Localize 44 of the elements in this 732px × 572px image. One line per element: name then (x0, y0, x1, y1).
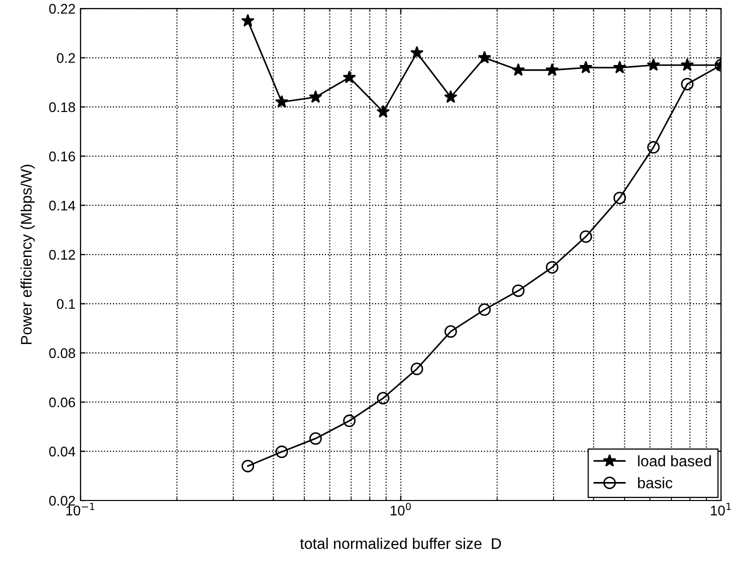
point (478, 303, 491, 316)
point (478, 50, 492, 64)
x-tick-label: 10$^{0}$ (390, 502, 411, 516)
point (376, 392, 390, 404)
legend-label: load based (638, 455, 711, 466)
y-tick-label: 0.2 (56, 53, 75, 63)
point (579, 60, 592, 74)
point (275, 95, 288, 108)
x-axis-title: total normalized buffer size D (300, 538, 501, 549)
point (546, 261, 558, 274)
point (681, 78, 694, 90)
x-tick-label: 10$^{1}$ (710, 502, 731, 516)
point (276, 446, 288, 458)
y-tick-label: 0.18 (49, 102, 76, 112)
point (410, 46, 424, 59)
y-axis-title: Power efficiency (Mbps/W) (20, 164, 35, 344)
point (241, 14, 254, 27)
point (444, 325, 457, 338)
point (242, 460, 254, 472)
point (512, 284, 525, 297)
point (342, 70, 356, 84)
legend-label: basic (638, 477, 672, 488)
point (343, 414, 356, 428)
y-tick-label: 0.16 (49, 151, 76, 162)
point (545, 63, 559, 76)
point (410, 362, 424, 376)
y-tick-label: 0.14 (49, 200, 76, 211)
point (580, 230, 592, 243)
y-tick-label: 0.1 (56, 299, 75, 309)
y-tick-label: 0.06 (49, 397, 76, 408)
point (512, 63, 525, 76)
point (613, 192, 626, 204)
y-tick-label: 0.04 (49, 446, 76, 456)
point (613, 60, 626, 74)
point (308, 90, 322, 103)
point (646, 58, 660, 71)
point (680, 58, 694, 71)
y-tick-label: 0.08 (49, 348, 76, 358)
point (376, 104, 390, 118)
point (647, 141, 660, 154)
y-tick-label: 0.12 (49, 250, 75, 260)
point (444, 90, 458, 103)
point (309, 432, 322, 445)
y-tick-label: 0.22 (49, 4, 75, 14)
